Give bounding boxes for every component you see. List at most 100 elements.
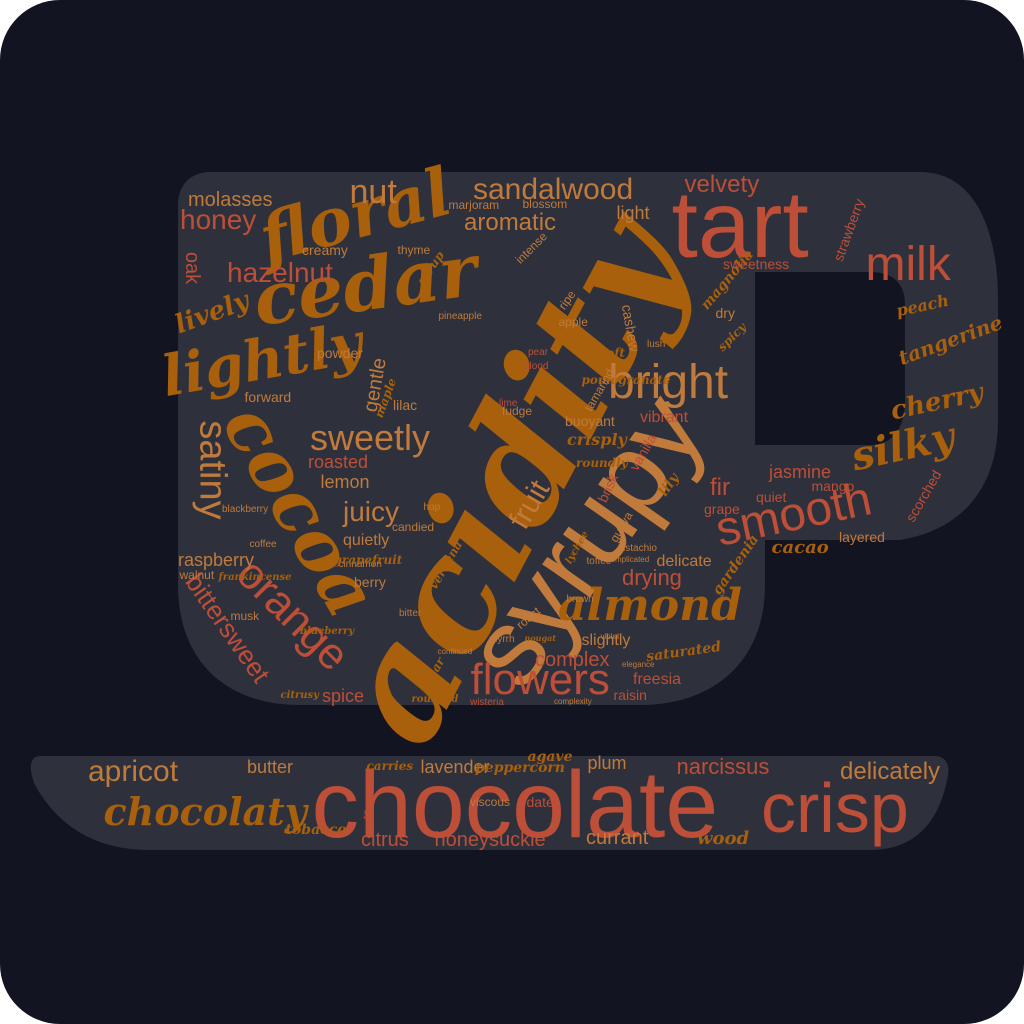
cloud-word: honey [180, 204, 257, 235]
cloud-word: layered [839, 529, 885, 545]
cloud-word: complicated [606, 555, 650, 564]
cloud-word: lilac [393, 397, 418, 413]
cloud-word: viscous [470, 795, 511, 809]
cloud-word: lush [647, 339, 666, 350]
cloud-word: oak [181, 251, 204, 285]
cloud-word: peppercorn [475, 760, 565, 776]
cloud-word: milk [865, 238, 951, 291]
cloud-word: flowers [470, 655, 610, 704]
cloud-word: thyme [397, 243, 431, 257]
cloud-word: raspberry [178, 550, 255, 570]
cloud-word: nut [349, 173, 397, 211]
cloud-word: continued [437, 647, 473, 656]
cloud-word: spice [322, 686, 365, 706]
cloud-word: butter [247, 757, 294, 777]
cloud-word: pistachio [617, 543, 657, 554]
cloud-word: elegance [622, 660, 655, 669]
cloud-word: pineapple [438, 311, 482, 322]
cloud-word: bright [608, 356, 729, 409]
cloud-word: freesia [633, 671, 682, 688]
cloud-word: slightly [581, 632, 631, 649]
cloud-word: coffee [249, 539, 277, 550]
cloud-word: blossom [522, 197, 568, 211]
cloud-word: musk [230, 609, 260, 623]
cloud-word: dry [715, 305, 735, 321]
cloud-word: juicy [343, 496, 400, 527]
cloud-word: lime [499, 398, 518, 409]
cloud-word: roundly [576, 456, 628, 470]
cloud-word: blood [524, 361, 549, 372]
cloud-word: complex [535, 649, 610, 671]
cloud-word: complexity [554, 697, 592, 706]
cloud-word: rounded [411, 694, 459, 705]
cloud-word: hazelnut [227, 257, 333, 288]
cloud-word: molasses [188, 189, 273, 211]
cloud-word: delicate [656, 553, 712, 570]
cup-saucer [30, 756, 949, 850]
cloud-word: drying [622, 565, 682, 590]
cloud-word: agave [527, 749, 573, 765]
cloud-word: violet [600, 632, 620, 641]
cloud-word: delicately [840, 758, 941, 785]
cloud-word: toffee [586, 556, 612, 567]
cloud-word: sweetly [310, 417, 431, 458]
cloud-word: wisteria [470, 697, 504, 708]
cloud-word: creamy [302, 242, 348, 258]
cloud-word: tart [671, 171, 809, 278]
cloud-word: aromatic [464, 209, 557, 236]
cloud-word: fir [710, 474, 730, 501]
cloud-word: grape [704, 501, 740, 517]
cloud-word: berry [354, 574, 386, 590]
cloud-word: honeysuckle [434, 829, 546, 851]
cloud-word: powder [317, 345, 363, 361]
cloud-word: citrusy [280, 690, 320, 701]
cloud-word: apricot [88, 755, 179, 788]
cloud-word: mango [811, 478, 855, 494]
cloud-word: quietly [343, 532, 390, 549]
cloud-word: crisp [761, 769, 909, 847]
cloud-word: tobacco [285, 822, 347, 838]
cloud-word: wood [697, 828, 750, 849]
cloud-word: soft [599, 346, 625, 360]
cloud-word: date [526, 794, 554, 810]
cloud-word: roasted [308, 452, 369, 472]
cup-body [178, 172, 998, 705]
cloud-word: apple [558, 315, 588, 329]
cloud-word: candied [392, 520, 435, 534]
cloud-word: brown [566, 594, 594, 605]
cloud-word: bitter [399, 608, 422, 619]
cloud-word: myrrh [489, 634, 515, 645]
cloud-word: carries [366, 759, 414, 773]
cloud-word: rose [358, 795, 377, 821]
cloud-word: forward [244, 389, 292, 405]
cloud-word: plum [587, 753, 627, 773]
cloud-word: hop [423, 502, 441, 513]
cloud-word: currant [586, 827, 649, 849]
cloud-word: marjoram [448, 198, 500, 212]
cloud-word: blueberry [300, 626, 355, 637]
cloud-word: cacao [771, 537, 829, 558]
cloud-word: buoyant [565, 413, 615, 429]
cloud-word: chocolaty [103, 789, 307, 834]
cloud-word: pomegranate [581, 373, 671, 387]
cloud-word: walnut [179, 568, 215, 582]
cloud-word: citrus [361, 829, 409, 851]
cloud-word: frankincense [218, 572, 292, 583]
cloud-word: grapefruit [333, 553, 403, 567]
cloud-word: lemon [320, 472, 370, 492]
cloud-word: raisin [613, 687, 647, 703]
cloud-word: narcissus [676, 754, 770, 779]
cloud-word: chocolate [311, 751, 719, 858]
cloud-word: quiet [756, 489, 787, 505]
cloud-word: sweetness [723, 256, 790, 272]
cloud-word: almond [558, 580, 742, 631]
cloud-word: blackberry [222, 504, 269, 515]
cloud-word: crisply [567, 430, 627, 449]
cloud-word: pear [528, 347, 549, 358]
cloud-word: jasmine [769, 462, 832, 482]
cloud-word: sandalwood [473, 173, 634, 206]
cloud-word: light [616, 203, 650, 223]
cloud-word: vibrant [640, 409, 689, 426]
